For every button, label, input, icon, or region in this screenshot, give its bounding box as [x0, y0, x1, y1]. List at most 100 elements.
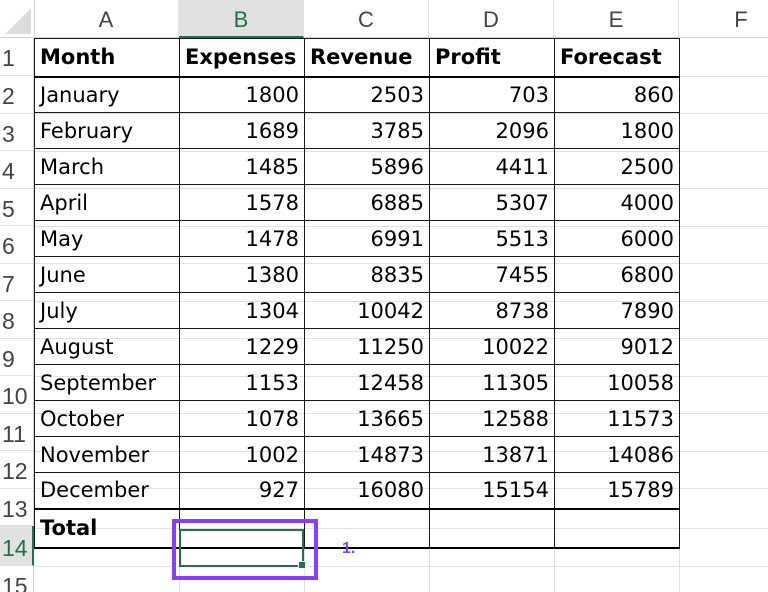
cell-revenue[interactable]: 8835: [304, 256, 430, 293]
cell-forecast[interactable]: 6000: [554, 220, 680, 257]
cell-profit[interactable]: 5513: [429, 220, 555, 257]
select-all-button[interactable]: [0, 0, 35, 37]
cell-month[interactable]: August: [34, 328, 180, 365]
cell-expenses[interactable]: 1002: [179, 436, 305, 473]
cell-revenue[interactable]: 14873: [304, 436, 430, 473]
cell-expenses[interactable]: 1229: [179, 328, 305, 365]
cell-revenue[interactable]: 13665: [304, 400, 430, 437]
cell-expenses[interactable]: 1800: [179, 76, 305, 113]
cell-expenses[interactable]: 1689: [179, 112, 305, 149]
column-header-a[interactable]: A: [34, 0, 179, 37]
cell-month[interactable]: October: [34, 400, 180, 437]
cell-month[interactable]: June: [34, 256, 180, 293]
cell-forecast[interactable]: 6800: [554, 256, 680, 293]
cell-forecast[interactable]: 10058: [554, 364, 680, 401]
row-header-13[interactable]: 13: [0, 488, 34, 526]
cell-expenses[interactable]: 1304: [179, 292, 305, 329]
cell-month[interactable]: April: [34, 184, 180, 221]
cell-month[interactable]: March: [34, 148, 180, 185]
cell-total-expenses[interactable]: [179, 507, 305, 549]
header-cell-forecast[interactable]: Forecast: [554, 38, 680, 78]
cell-profit[interactable]: 13871: [429, 436, 555, 473]
table-row: April 1578 6885 5307 4000: [34, 184, 680, 221]
fill-handle[interactable]: [298, 561, 306, 569]
cell-expenses[interactable]: 1578: [179, 184, 305, 221]
cell-profit[interactable]: 12588: [429, 400, 555, 437]
cell-forecast[interactable]: 9012: [554, 328, 680, 365]
row-header-7[interactable]: 7: [0, 263, 34, 301]
row-header-9[interactable]: 9: [0, 338, 34, 376]
cell-profit[interactable]: 11305: [429, 364, 555, 401]
cell-total-forecast[interactable]: [554, 507, 680, 549]
cell-forecast[interactable]: 15789: [554, 472, 680, 509]
cell-expenses[interactable]: 927: [179, 472, 305, 509]
row-header-11[interactable]: 11: [0, 413, 34, 451]
column-header-e[interactable]: E: [554, 0, 679, 37]
cell-profit[interactable]: 5307: [429, 184, 555, 221]
header-cell-expenses[interactable]: Expenses: [179, 38, 305, 78]
cell-revenue[interactable]: 11250: [304, 328, 430, 365]
cell-forecast[interactable]: 2500: [554, 148, 680, 185]
cell-expenses[interactable]: 1153: [179, 364, 305, 401]
row-header-3[interactable]: 3: [0, 113, 34, 151]
cell-month[interactable]: February: [34, 112, 180, 149]
row-header-8[interactable]: 8: [0, 301, 34, 339]
cell-total-label[interactable]: Total: [34, 507, 180, 549]
cell-expenses[interactable]: 1485: [179, 148, 305, 185]
cell-month[interactable]: November: [34, 436, 180, 473]
column-header-b[interactable]: B: [179, 0, 304, 38]
cell-expenses[interactable]: 1380: [179, 256, 305, 293]
cell-revenue[interactable]: 3785: [304, 112, 430, 149]
cell-total-revenue[interactable]: [304, 507, 430, 549]
table-row: March 1485 5896 4411 2500: [34, 148, 680, 185]
table-row: October 1078 13665 12588 11573: [34, 400, 680, 437]
cell-revenue[interactable]: 6991: [304, 220, 430, 257]
header-cell-profit[interactable]: Profit: [429, 38, 555, 78]
cell-forecast[interactable]: 14086: [554, 436, 680, 473]
row-header-6[interactable]: 6: [0, 226, 34, 264]
row-header-1[interactable]: 1: [0, 38, 34, 76]
cell-revenue[interactable]: 5896: [304, 148, 430, 185]
cell-profit[interactable]: 10022: [429, 328, 555, 365]
column-header-f[interactable]: F: [679, 0, 768, 37]
row-header-2[interactable]: 2: [0, 76, 34, 114]
cell-profit[interactable]: 7455: [429, 256, 555, 293]
cell-revenue[interactable]: 10042: [304, 292, 430, 329]
cell-profit[interactable]: 703: [429, 76, 555, 113]
cell-profit[interactable]: 15154: [429, 472, 555, 509]
cell-forecast[interactable]: 1800: [554, 112, 680, 149]
row-header-12[interactable]: 12: [0, 451, 34, 489]
row-header-10[interactable]: 10: [0, 376, 34, 414]
data-table: Month Expenses Revenue Profit Forecast J…: [34, 38, 680, 549]
cell-forecast[interactable]: 4000: [554, 184, 680, 221]
cell-month[interactable]: January: [34, 76, 180, 113]
cell-month[interactable]: July: [34, 292, 180, 329]
cell-month[interactable]: December: [34, 472, 180, 509]
row-header-5[interactable]: 5: [0, 188, 34, 226]
row-header-14[interactable]: 14: [0, 526, 34, 566]
row-header-4[interactable]: 4: [0, 151, 34, 189]
cell-profit[interactable]: 2096: [429, 112, 555, 149]
cell-revenue[interactable]: 12458: [304, 364, 430, 401]
header-cell-month[interactable]: Month: [34, 38, 180, 78]
cell-total-profit[interactable]: [429, 507, 555, 549]
cell-expenses[interactable]: 1478: [179, 220, 305, 257]
active-cell-selection[interactable]: [179, 529, 306, 569]
header-cell-revenue[interactable]: Revenue: [304, 38, 430, 78]
cell-profit[interactable]: 4411: [429, 148, 555, 185]
cell-forecast[interactable]: 7890: [554, 292, 680, 329]
cell-forecast[interactable]: 860: [554, 76, 680, 113]
cell-month[interactable]: September: [34, 364, 180, 401]
cell-revenue[interactable]: 6885: [304, 184, 430, 221]
table-row: December 927 16080 15154 15789: [34, 472, 680, 509]
column-header-d[interactable]: D: [429, 0, 554, 37]
row-header-15[interactable]: 15: [0, 566, 34, 592]
annotation-highlight-box: [172, 519, 318, 580]
cell-revenue[interactable]: 2503: [304, 76, 430, 113]
cell-forecast[interactable]: 11573: [554, 400, 680, 437]
column-header-c[interactable]: C: [304, 0, 429, 37]
cell-profit[interactable]: 8738: [429, 292, 555, 329]
cell-expenses[interactable]: 1078: [179, 400, 305, 437]
cell-revenue[interactable]: 16080: [304, 472, 430, 509]
cell-month[interactable]: May: [34, 220, 180, 257]
